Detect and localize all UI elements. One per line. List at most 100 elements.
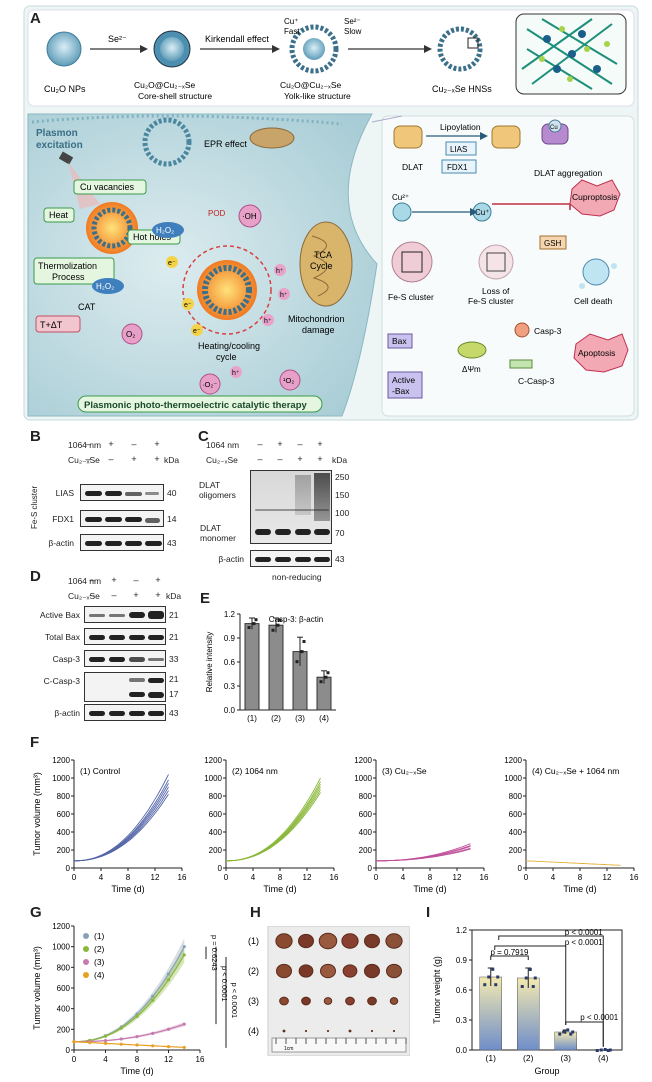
d-cuse-label: Cu₂₋ₓSe — [68, 591, 100, 601]
b-pm-1064-2: + — [108, 439, 114, 449]
o2: O₂ — [126, 330, 135, 339]
f-ytick-label: 200 — [209, 846, 223, 855]
g-point-2 — [119, 1026, 123, 1030]
cuproptosis-burst — [569, 179, 621, 217]
e-point — [324, 675, 328, 679]
h-mark-1: h⁺ — [276, 268, 284, 275]
b-fdx1-label: FDX1 — [52, 514, 74, 524]
label-f: F — [30, 734, 40, 751]
f-ytick-label: 400 — [57, 828, 71, 837]
g-point-3 — [119, 1037, 123, 1041]
f-curve-2-5 — [226, 789, 321, 862]
i-xtick-label: (2) — [523, 1053, 534, 1063]
cell-death-icon — [579, 258, 617, 289]
h-mark-2: h⁺ — [280, 292, 288, 299]
d-abax-blot — [84, 606, 166, 623]
e-title: Casp-3: β-actin — [269, 615, 323, 624]
lias: LIAS — [450, 145, 467, 154]
e-point — [295, 660, 299, 664]
g-ytick-label: 1200 — [52, 922, 70, 931]
e-xtick-label: (4) — [319, 714, 329, 723]
synth-s3a: Cu₂O@Cu₂₋ₓSe — [280, 80, 342, 90]
h-tumor-2-6 — [386, 963, 402, 979]
f-xlabel-4: Time (d) — [563, 884, 596, 894]
b-pm-1064-3: – — [131, 439, 137, 449]
f-curve-2-6 — [226, 792, 321, 862]
f-ytick-label: 1000 — [504, 774, 522, 783]
label-a: A — [30, 10, 41, 27]
f-xtick-label: 16 — [178, 873, 187, 882]
e-ytick-label: 0.0 — [224, 706, 236, 715]
f-xtick-label: 12 — [151, 873, 160, 882]
g-legend-label-3: (3) — [94, 957, 105, 967]
abax1: Active — [392, 375, 415, 385]
b-lias-kda: 40 — [167, 488, 177, 498]
i-point-1 — [483, 983, 487, 987]
c-pm-cuse-4: + — [317, 454, 323, 464]
b-pm-1064-4: + — [154, 439, 160, 449]
f-ytick-label: 1200 — [504, 756, 522, 765]
f-xtick-label: 12 — [603, 873, 612, 882]
c-actin-label: β-actin — [218, 554, 244, 564]
f-xtick-label: 0 — [72, 873, 77, 882]
f-xtick-label: 4 — [551, 873, 556, 882]
label-h: H — [250, 904, 261, 921]
i-pvalue-1: p = 0.7919 — [490, 948, 529, 957]
apoptosis-burst — [573, 333, 629, 373]
i-point-1 — [487, 975, 491, 979]
e-point — [276, 623, 280, 627]
f-ytick-label: 400 — [209, 828, 223, 837]
pod: POD — [208, 209, 226, 218]
d-actin-blot — [84, 704, 166, 721]
i-point-1 — [496, 975, 500, 979]
i-bracket-2 — [494, 945, 567, 1025]
dlat: DLAT — [402, 162, 423, 172]
plasmon2: excitation — [36, 140, 83, 151]
f-xtick-label: 0 — [224, 873, 229, 882]
c-kda-70: 70 — [335, 528, 345, 538]
e-xtick-label: (3) — [295, 714, 305, 723]
i-point-4 — [606, 1049, 610, 1052]
b-cuse-label: Cu₂₋ₓSe — [68, 455, 100, 465]
f-curve-3-5 — [376, 848, 471, 862]
oh: ·OH — [242, 212, 257, 221]
synth-s2a: Cu₂O@Cu₂₋ₓSe — [134, 80, 196, 90]
f-curve-2-2 — [225, 781, 321, 862]
b-fdx1-kda: 14 — [167, 514, 177, 524]
d-ccasp3-kda1: 21 — [169, 674, 179, 684]
d-abax-label: Active Bax — [39, 610, 80, 620]
label-g: G — [30, 904, 42, 921]
panel-h: (1) (2) (3) (4) 1cm — [246, 925, 411, 1057]
dlat-agg-icon — [541, 119, 569, 145]
h-row-label-4: (4) — [248, 1026, 259, 1036]
f-xlabel-1: Time (d) — [111, 884, 144, 894]
g-point-3 — [182, 1022, 186, 1026]
f-xtick-label: 8 — [428, 873, 433, 882]
label-c: C — [198, 428, 209, 445]
synth-fast: Fast — [284, 27, 300, 36]
g-point-4 — [72, 1040, 76, 1044]
h-mark-4: h⁺ — [232, 370, 240, 377]
i-point-3 — [569, 1032, 573, 1036]
f-title-1: (1) Control — [80, 766, 120, 776]
g-point-3 — [103, 1039, 108, 1043]
mito1: Mitochondrion — [288, 314, 345, 324]
f-ytick-label: 200 — [57, 846, 71, 855]
fdx1: FDX1 — [447, 163, 468, 172]
f-xtick-label: 8 — [126, 873, 131, 882]
f-ytick-label: 800 — [209, 792, 223, 801]
c-pm-1064-1: – — [257, 439, 263, 449]
b-lias-blot — [80, 484, 164, 501]
e-bar-2 — [268, 624, 284, 711]
bax: Bax — [392, 336, 407, 346]
cycle1: Heating/cooling — [198, 341, 260, 351]
cuvac: Cu vacancies — [80, 182, 135, 192]
f-ytick-label: 0 — [518, 864, 523, 873]
g-line-2 — [74, 954, 185, 1043]
b-1064-label: 1064 nm — [68, 440, 102, 450]
h-tumor-3-5 — [367, 996, 377, 1006]
g-point-1 — [166, 972, 171, 976]
d-tbax-blot — [84, 628, 166, 645]
g-point-4 — [182, 1045, 186, 1050]
panel-b: 1064 nm Cu₂₋ₓSe – + – + – – + + kDa Fe-S… — [30, 428, 190, 558]
